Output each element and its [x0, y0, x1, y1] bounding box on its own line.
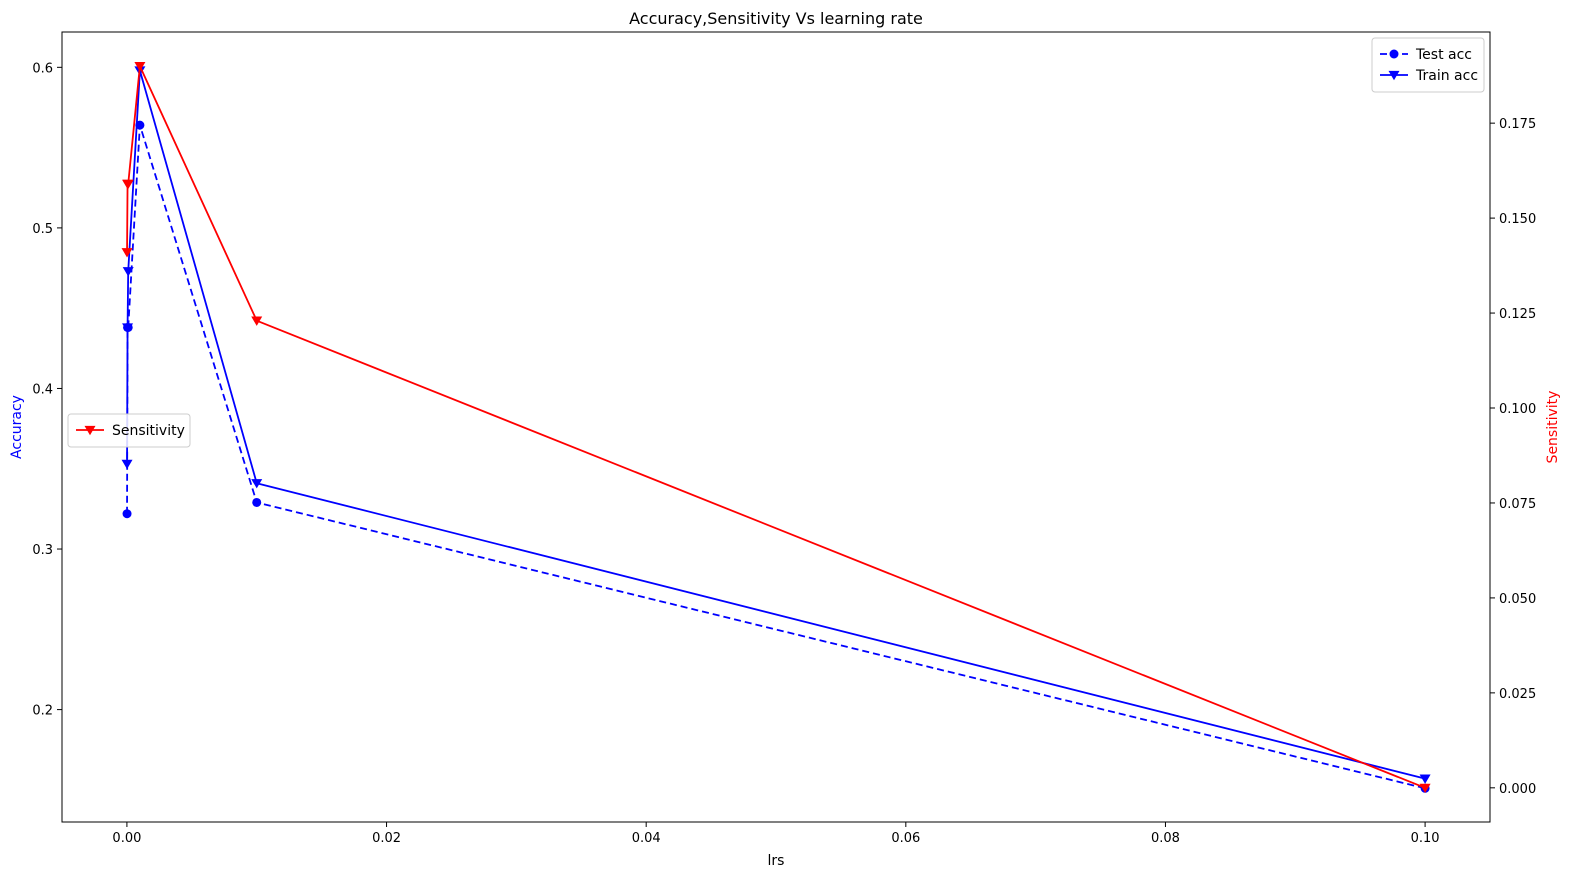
legend: Test acc Train acc — [1371, 37, 1485, 93]
y-right-tick-label: 0.050 — [1499, 592, 1536, 607]
legend-item-test-acc: Test acc — [1380, 47, 1472, 63]
data-point-test-acc — [252, 497, 262, 507]
legend-frame — [1371, 37, 1485, 93]
series-sensitivity — [121, 62, 1431, 794]
data-point-train-acc — [251, 479, 263, 489]
series-line-train-acc — [126, 69, 1426, 780]
data-point-train-acc — [122, 323, 134, 333]
legend-frame — [67, 413, 191, 448]
y-left-tick-label: 0.3 — [32, 543, 53, 558]
x-axis: 0.00 0.02 0.04 0.06 0.08 0.10 — [112, 822, 1440, 846]
data-point-sensitivity — [134, 62, 146, 72]
legend-swatch-marker — [84, 425, 96, 436]
y-axis-right: 0.000 0.025 0.050 0.075 0.100 0.125 0.150 0.175 — [1490, 117, 1536, 797]
x-axis-label: lrs — [768, 853, 785, 869]
data-point-train-acc — [122, 267, 134, 277]
y-right-tick-label: 0.125 — [1499, 307, 1536, 322]
y-axis-left: 0.2 0.3 0.4 0.5 0.6 — [32, 61, 62, 719]
x-tick-label: 0.00 — [112, 831, 141, 846]
chart-title: Accuracy,Sensitivity Vs learning rate — [629, 9, 923, 28]
y-left-tick-label: 0.2 — [32, 704, 53, 719]
legend-label: Test acc — [1415, 47, 1472, 63]
x-tick-label: 0.04 — [632, 831, 661, 846]
data-point-test-acc — [122, 509, 132, 519]
y-axis-left-label: Accuracy — [9, 395, 25, 459]
y-right-tick-label: 0.000 — [1499, 782, 1536, 797]
x-tick-label: 0.08 — [1151, 831, 1180, 846]
y-left-tick-label: 0.6 — [32, 61, 53, 76]
x-tick-label: 0.10 — [1411, 831, 1440, 846]
series-line-sensitivity — [126, 65, 1426, 789]
legend-label: Train acc — [1415, 68, 1478, 84]
y-right-tick-label: 0.075 — [1499, 497, 1536, 512]
data-point-train-acc — [1419, 774, 1431, 784]
legend-label: Sensitivity — [112, 423, 185, 439]
data-point-train-acc — [121, 459, 133, 470]
y-right-tick-label: 0.150 — [1499, 212, 1536, 227]
legend-item-train-acc: Train acc — [1380, 68, 1478, 84]
legend-item-sensitivity: Sensitivity — [76, 423, 185, 439]
legend: Sensitivity — [67, 413, 191, 448]
legend-swatch-marker — [1388, 70, 1400, 81]
data-point-sensitivity — [121, 248, 133, 258]
y-right-tick-label: 0.100 — [1499, 402, 1536, 417]
data-point-sensitivity — [122, 179, 134, 190]
legend-swatch-marker — [1389, 49, 1399, 59]
x-tick-label: 0.06 — [891, 831, 920, 846]
y-right-tick-label: 0.175 — [1499, 117, 1536, 132]
data-point-sensitivity — [1419, 783, 1431, 794]
plot-area — [121, 62, 1431, 794]
y-left-tick-label: 0.5 — [32, 222, 53, 237]
y-left-tick-label: 0.4 — [32, 382, 53, 397]
y-axis-right-label: Sensitivity — [1545, 391, 1561, 464]
legends: Test acc Train acc Sensitivity — [67, 37, 1485, 448]
series-train-acc — [121, 66, 1431, 784]
plot-frame — [61, 31, 1491, 823]
x-tick-label: 0.02 — [372, 831, 401, 846]
data-point-sensitivity — [251, 316, 263, 326]
y-right-tick-label: 0.025 — [1499, 687, 1536, 702]
